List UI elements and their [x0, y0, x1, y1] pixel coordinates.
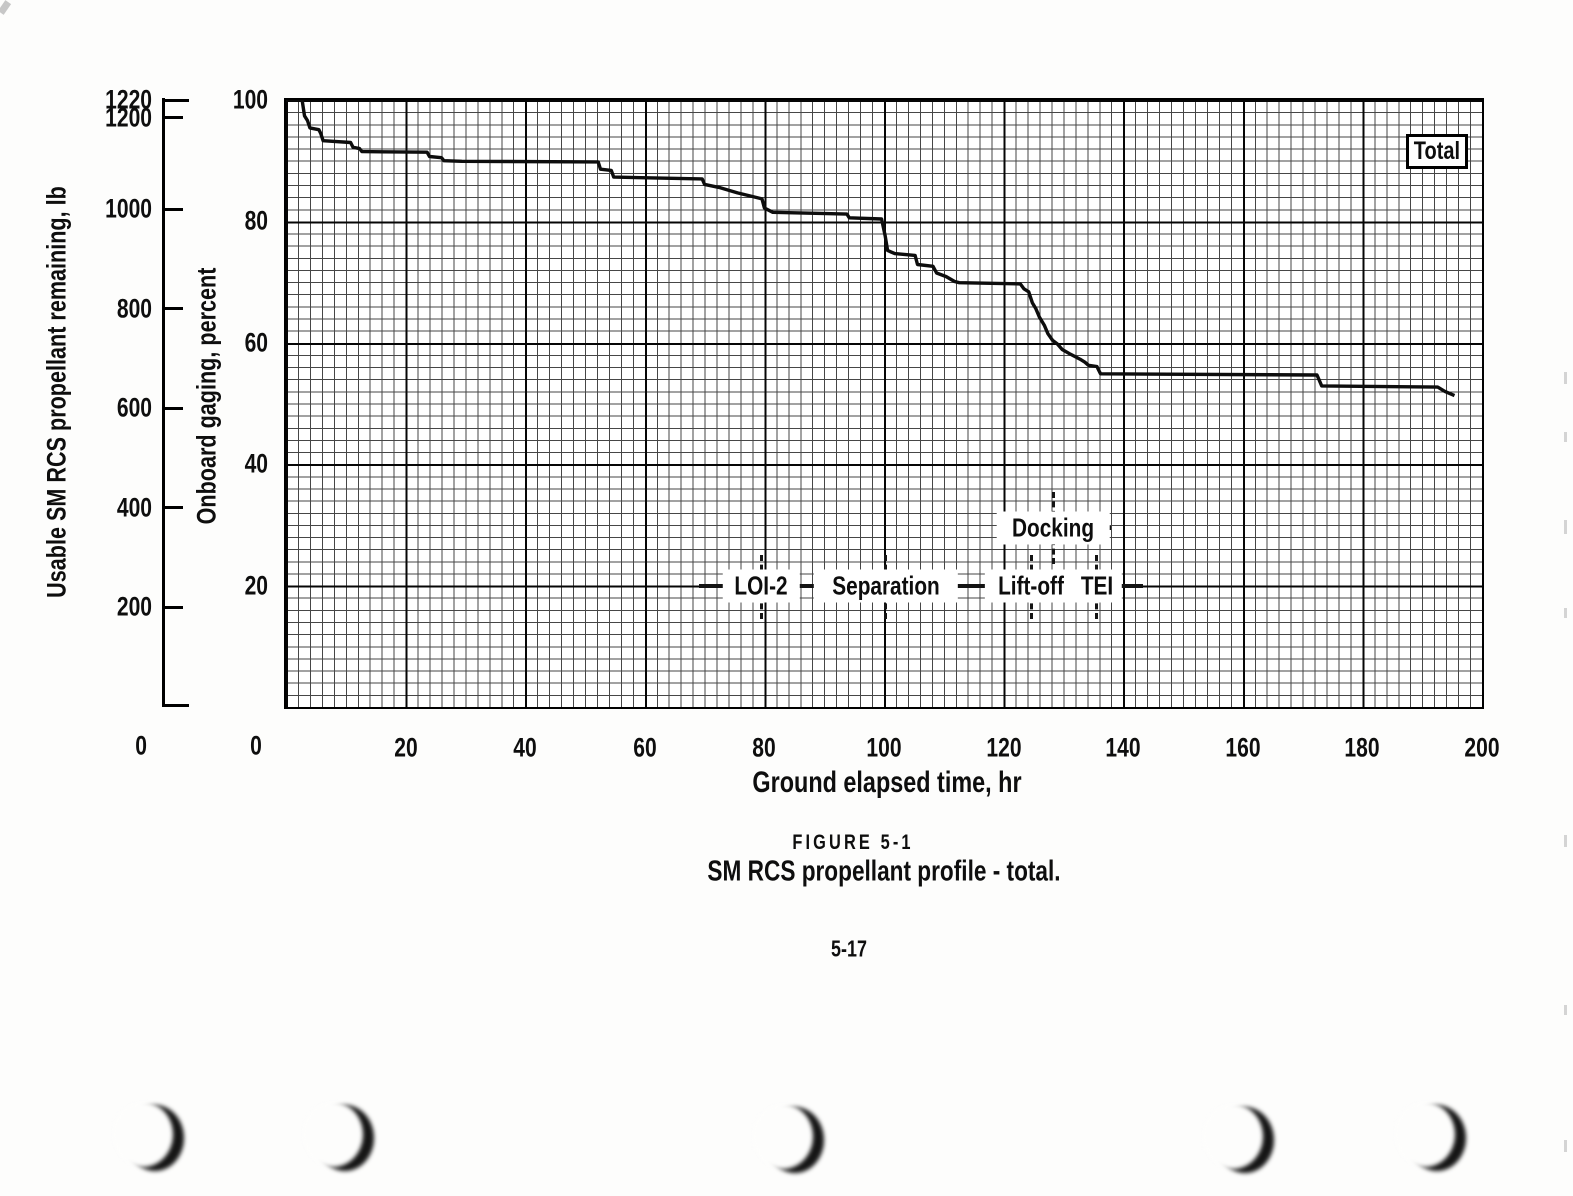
x-tick-label: 100: [861, 733, 906, 764]
lb-axis-line: [162, 98, 165, 707]
page-number: 5-17: [826, 936, 872, 963]
annotation-label-text: TEI: [1080, 570, 1114, 601]
scan-artifact: [1564, 520, 1567, 534]
x-tick-label: 120: [981, 733, 1026, 764]
x-tick-label-text: 40: [513, 732, 537, 763]
x-tick-label-text: 80: [752, 732, 777, 763]
lb-tick-label-text: 600: [116, 392, 152, 423]
lb-axis-tick: [162, 307, 183, 311]
figure-title: SM RCS propellant profile - total.: [658, 856, 1111, 889]
lb-tick-label: 1000: [92, 194, 152, 225]
lb-tick-label-text: 400: [116, 492, 152, 523]
lb-tick-label: 0: [132, 731, 147, 762]
percent-tick-label: 80: [238, 206, 268, 237]
lb-tick-label-text: 1200: [105, 102, 152, 133]
x-tick-label-text: 60: [633, 732, 657, 763]
annotation-label-separation: Separation: [813, 569, 958, 603]
lb-axis-tick: [162, 116, 183, 120]
figure-label-text: FIGURE 5-1: [792, 831, 914, 854]
page-number-text: 5-17: [831, 935, 867, 962]
annotation-label-text: Separation: [832, 570, 940, 601]
lb-tick-label-text: 200: [116, 591, 152, 622]
lb-tick-label: 1220: [92, 85, 152, 116]
scan-artifact: [0, 0, 12, 15]
scan-artifact: [1564, 432, 1567, 442]
x-axis-title: Ground elapsed time, hr: [714, 766, 1059, 800]
annotation-label-tei: TEI: [1071, 569, 1123, 603]
annotation-label-lift-off: Lift-off: [984, 569, 1078, 603]
x-tick-label: 60: [630, 733, 660, 764]
x-axis-title-text: Ground elapsed time, hr: [752, 766, 1022, 799]
lb-tick-label-text: 800: [116, 293, 152, 324]
x-tick-label-text: 180: [1344, 732, 1380, 763]
lb-axis-tick: [162, 605, 183, 609]
percent-tick-label-text: 80: [244, 205, 268, 236]
percent-tick-label-text: 100: [232, 84, 268, 115]
percent-axis-title-text: Onboard gaging, percent: [191, 267, 222, 525]
scan-artifact: [1564, 835, 1567, 847]
x-tick-label-text: 160: [1225, 732, 1261, 763]
x-tick-label: 20: [391, 733, 421, 764]
x-tick-label: 200: [1459, 733, 1504, 764]
lb-axis-tick: [162, 98, 189, 102]
scan-artifact: [1564, 1005, 1567, 1015]
scan-artifact: [1564, 608, 1567, 618]
lb-tick-label: 200: [107, 592, 152, 623]
lb-axis-tick: [162, 506, 183, 510]
x-tick-label: 80: [749, 733, 779, 764]
x-tick-label: 180: [1340, 733, 1385, 764]
lb-axis-tick: [162, 406, 183, 410]
percent-tick-label: 60: [238, 327, 268, 358]
lb-tick-label: 600: [107, 393, 152, 424]
percent-axis-title: Onboard gaging, percent: [192, 235, 223, 556]
scan-artifact: [1564, 372, 1567, 384]
figure-label: FIGURE 5-1: [775, 831, 931, 855]
binder-hole-shadow: [316, 1105, 374, 1171]
lb-axis-tick: [162, 207, 183, 211]
x-tick-label-text: 120: [986, 732, 1022, 763]
lb-axis-tick: [162, 703, 189, 707]
percent-tick-label: 40: [238, 449, 268, 480]
x-tick-label-text: 200: [1464, 732, 1500, 763]
binder-hole-shadow: [1408, 1105, 1466, 1171]
lb-tick-label-text: 1220: [105, 84, 152, 115]
percent-tick-label-text: 60: [244, 327, 268, 358]
percent-tick-label-text: 40: [244, 448, 268, 479]
annotation-label-docking: Docking: [996, 511, 1110, 545]
percent-tick-label-text: 0: [250, 730, 262, 761]
annotation-label-loi-2: LOI-2: [723, 569, 800, 603]
percent-tick-label: 20: [238, 570, 268, 601]
percent-tick-label: 0: [248, 731, 263, 762]
annotation-label-text: LOI-2: [734, 570, 788, 601]
lb-axis-title: Usable SM RCS propellant remaining, lb: [42, 135, 73, 650]
legend-total-label: Total: [1413, 137, 1461, 165]
lb-tick-label-text: 1000: [105, 193, 152, 224]
lb-tick-label: 400: [107, 492, 152, 523]
binder-hole-shadow: [766, 1107, 824, 1173]
lb-tick-label-text: 0: [135, 730, 147, 761]
chart-plot-area: [284, 98, 1484, 709]
x-tick-label: 140: [1101, 733, 1146, 764]
x-tick-label: 160: [1220, 733, 1265, 764]
percent-tick-label-text: 20: [244, 570, 268, 601]
x-tick-label-text: 20: [393, 732, 418, 763]
x-tick-label-text: 140: [1105, 732, 1141, 763]
binder-hole-shadow: [126, 1105, 184, 1171]
x-tick-label: 40: [510, 733, 540, 764]
annotation-label-text: Docking: [1012, 512, 1095, 543]
lb-axis-title-text: Usable SM RCS propellant remaining, lb: [41, 186, 72, 598]
annotation-label-text: Lift-off: [998, 570, 1065, 601]
total-series-line: [286, 100, 1456, 398]
lb-tick-label: 1200: [92, 102, 152, 133]
figure-title-text: SM RCS propellant profile - total.: [707, 855, 1061, 888]
legend-total-box: Total: [1406, 134, 1468, 169]
lb-tick-label: 800: [107, 293, 152, 324]
binder-hole-shadow: [1216, 1107, 1274, 1173]
percent-tick-label: 100: [223, 85, 268, 116]
scan-artifact: [1564, 1140, 1567, 1152]
propellant-total-curve: [286, 100, 1456, 398]
x-tick-label-text: 100: [866, 732, 902, 763]
